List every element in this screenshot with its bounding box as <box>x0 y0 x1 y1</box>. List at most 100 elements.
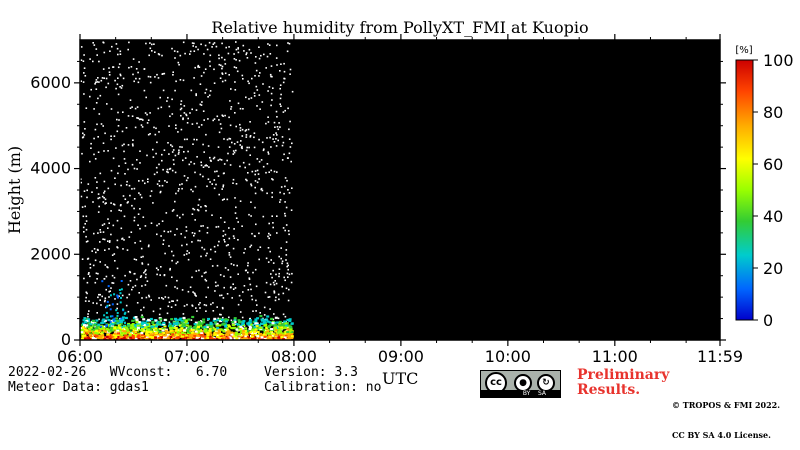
rh-cell <box>259 326 263 329</box>
rh-cell <box>206 331 210 334</box>
rh-cell <box>287 334 291 337</box>
noise-dot <box>92 264 95 267</box>
noise-dot <box>120 210 122 212</box>
noise-dot <box>103 197 105 199</box>
rh-cell <box>145 323 149 326</box>
rh-cell <box>239 333 243 337</box>
noise-dot <box>127 48 129 51</box>
noise-dot <box>272 269 274 272</box>
noise-dot <box>276 134 278 136</box>
rh-cell <box>167 331 170 334</box>
rh-cell <box>289 326 293 329</box>
noise-dot <box>200 75 203 77</box>
rh-cell <box>86 326 90 329</box>
rh-cell <box>155 322 159 325</box>
noise-dot <box>172 74 174 76</box>
noise-dot <box>240 146 243 149</box>
rh-cell <box>113 332 117 335</box>
noise-dot <box>149 47 152 50</box>
noise-dot <box>96 187 98 189</box>
noise-dot <box>142 255 144 258</box>
rh-cell <box>205 338 208 341</box>
noise-dot <box>267 153 270 155</box>
noise-dot <box>80 178 82 180</box>
noise-dot <box>138 180 140 182</box>
noise-dot <box>139 208 141 210</box>
noise-dot <box>175 127 177 130</box>
noise-dot <box>276 64 278 66</box>
noise-dot <box>196 122 198 125</box>
noise-dot <box>204 68 207 70</box>
noise-dot <box>162 239 165 242</box>
rh-cell <box>115 309 118 312</box>
noise-dot <box>99 231 102 233</box>
by-person-icon: ● <box>514 374 532 392</box>
rh-cell <box>280 326 284 329</box>
rh-cell <box>187 337 190 340</box>
noise-dot <box>275 282 278 285</box>
noise-dot <box>172 159 175 161</box>
noise-dot <box>214 290 216 292</box>
rh-cell <box>174 331 178 334</box>
noise-dot <box>271 196 273 198</box>
noise-dot <box>152 148 154 151</box>
noise-dot <box>139 240 142 242</box>
rh-cell <box>112 319 115 322</box>
rh-cell <box>284 322 288 325</box>
noise-dot <box>185 253 188 255</box>
noise-dot <box>167 296 170 299</box>
noise-dot <box>102 142 105 144</box>
noise-dot <box>117 93 120 96</box>
noise-dot <box>225 244 228 247</box>
rh-cell <box>227 330 231 333</box>
noise-dot <box>232 150 235 152</box>
noise-dot <box>152 310 155 313</box>
noise-dot <box>91 191 93 193</box>
rh-cell <box>212 319 216 322</box>
rh-cell <box>123 312 126 315</box>
noise-dot <box>104 297 107 299</box>
noise-dot <box>269 136 271 139</box>
noise-dot <box>108 74 111 76</box>
noise-dot <box>256 105 258 107</box>
rh-cell <box>136 326 140 329</box>
noise-dot <box>269 283 272 286</box>
noise-dot <box>171 47 173 50</box>
noise-dot <box>206 48 209 51</box>
rh-cell <box>108 335 112 338</box>
rh-cell <box>98 329 102 332</box>
rh-cell <box>207 323 211 327</box>
noise-dot <box>216 306 218 308</box>
noise-dot <box>271 178 273 180</box>
noise-dot <box>115 43 118 45</box>
rh-cell <box>273 321 277 324</box>
noise-dot <box>142 119 144 121</box>
noise-dot <box>162 298 165 300</box>
noise-dot <box>92 42 94 44</box>
noise-dot <box>179 108 182 111</box>
noise-dot <box>276 215 278 217</box>
rh-cell <box>254 322 258 325</box>
noise-dot <box>109 240 111 242</box>
rh-cell <box>224 333 228 337</box>
rh-cell <box>215 328 218 331</box>
noise-dot <box>208 166 210 168</box>
noise-dot <box>131 106 133 108</box>
noise-dot <box>180 128 183 131</box>
noise-dot <box>96 123 98 126</box>
noise-dot <box>168 153 170 155</box>
noise-dot <box>215 45 218 48</box>
rh-cell <box>237 319 241 322</box>
noise-dot <box>131 115 134 117</box>
noise-dot <box>279 84 282 86</box>
rh-cell <box>162 331 166 335</box>
rh-cell <box>179 324 182 327</box>
noise-dot <box>129 99 132 101</box>
noise-dot <box>147 75 150 78</box>
noise-dot <box>274 280 276 282</box>
noise-dot <box>117 66 120 69</box>
noise-dot <box>289 73 291 75</box>
rh-cell <box>164 336 168 339</box>
noise-dot <box>83 54 85 56</box>
noise-dot <box>95 48 98 50</box>
